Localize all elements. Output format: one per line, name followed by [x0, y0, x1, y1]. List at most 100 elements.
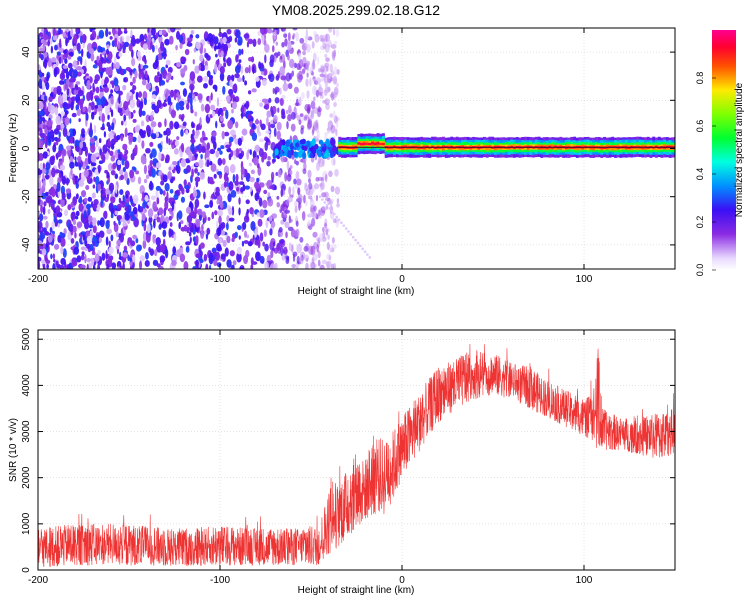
- spectrogram-cell: [44, 103, 47, 114]
- spectrogram-cell: [49, 155, 55, 166]
- spectrogram-cell: [266, 28, 273, 34]
- spectrogram-cell: [329, 198, 334, 204]
- spectrogram-cell: [114, 173, 119, 180]
- spectrogram-cell: [301, 91, 305, 100]
- spectrogram-cell: [185, 246, 190, 253]
- spectrogram-cell: [97, 263, 101, 269]
- spectrogram-cell: [288, 105, 292, 114]
- spectrogram-cell: [293, 151, 298, 158]
- spectrogram-cell: [40, 205, 44, 214]
- spectrogram-cell: [107, 137, 111, 147]
- spectrogram-cell: [245, 100, 249, 110]
- spectrogram-cell: [197, 172, 200, 176]
- spectrogram-cell: [164, 38, 170, 46]
- spectrogram-cell: [265, 218, 269, 229]
- spectrogram-cell: [100, 189, 104, 195]
- spectrogram-cell: [73, 89, 79, 95]
- spectrogram-cell: [321, 34, 327, 44]
- spectrogram-cell: [87, 262, 93, 269]
- spectrogram-cell: [180, 129, 184, 137]
- spectrogram-cell: [329, 113, 334, 118]
- spectrogram-cell: [62, 54, 66, 60]
- spectrogram-cell: [225, 109, 229, 120]
- spectrogram-cell: [288, 58, 295, 68]
- spectrogram-cell: [90, 144, 96, 153]
- spectrogram-cell: [281, 41, 285, 48]
- spectrogram-cell: [155, 236, 161, 246]
- spectrogram-cell: [331, 139, 336, 145]
- spectrogram-cell: [149, 159, 153, 167]
- spectrogram-cell: [307, 219, 311, 227]
- spectrogram-cell: [111, 82, 115, 89]
- spectrogram-cell: [55, 205, 61, 214]
- spectrogram-cell: [60, 197, 65, 208]
- spectrogram-cell: [333, 66, 338, 76]
- spectrogram-cell: [317, 250, 321, 259]
- spectrogram-cell: [83, 169, 89, 178]
- spectrogram-cell: [151, 103, 156, 111]
- spectrogram-cell: [213, 36, 219, 45]
- spectrogram-cell: [195, 235, 199, 245]
- spectrogram-cell: [277, 141, 283, 148]
- spectrogram-cell: [137, 203, 141, 212]
- spectrogram-cell: [216, 171, 222, 176]
- spectrogram-cell: [158, 170, 163, 176]
- spectrogram-cell: [86, 257, 91, 263]
- spectrogram-cell: [298, 119, 302, 125]
- spectrogram-y-tick-label: 40: [21, 46, 32, 58]
- spectrogram-cell: [42, 151, 48, 159]
- spectrogram-cell: [96, 97, 100, 106]
- spectrogram-cell: [209, 180, 215, 185]
- spectrogram-cell: [165, 154, 170, 164]
- spectrogram-cell: [72, 45, 77, 51]
- spectrogram-cell: [239, 181, 245, 186]
- spectrogram-y-tick-label: 0: [21, 145, 32, 151]
- spectrogram-cell: [80, 231, 87, 236]
- spectrogram-cell: [290, 123, 296, 132]
- spectrogram-cell: [211, 247, 217, 254]
- spectrogram-cell: [54, 106, 59, 116]
- spectrogram-cell: [97, 164, 101, 174]
- colorbar: 0.0 0.2 0.4 0.6 0.8 Normalized spectral ampl…: [695, 30, 745, 276]
- spectrogram-cell: [99, 217, 105, 228]
- spectrogram-cell: [222, 85, 226, 95]
- spectrogram-cell: [87, 152, 91, 162]
- spectrogram-cell: [319, 264, 325, 269]
- spectrogram-cell: [236, 246, 242, 255]
- spectrogram-cell: [164, 248, 169, 259]
- spectrogram-cell: [143, 222, 147, 232]
- spectrogram-cell: [145, 174, 150, 179]
- spectrogram-cell: [240, 65, 244, 75]
- spectrogram-cell: [301, 138, 306, 145]
- spectrogram-cell: [142, 90, 148, 101]
- spectrogram-cell: [144, 194, 149, 202]
- spectrogram-cell: [600, 146, 604, 149]
- spectrogram-cell: [282, 82, 289, 92]
- spectrogram-cell: [332, 28, 336, 36]
- spectrogram-cell: [84, 131, 87, 136]
- spectrogram-cell: [75, 94, 81, 102]
- spectrogram-cell: [273, 241, 276, 247]
- spectrogram-cell: [245, 199, 250, 205]
- spectrogram-cell: [216, 243, 222, 252]
- spectrogram-cell: [235, 173, 239, 182]
- spectrogram-cell: [131, 216, 137, 221]
- spectrogram-cell: [271, 105, 277, 115]
- spectrogram-cell: [287, 40, 292, 50]
- spectrogram-cell: [206, 159, 210, 168]
- spectrogram-cell: [44, 191, 49, 197]
- spectrogram-cell: [329, 76, 334, 82]
- spectrogram-cell: [86, 79, 91, 90]
- spectrogram-cell: [194, 167, 198, 174]
- spectrogram-cell: [251, 122, 256, 130]
- spectrogram-cell: [318, 158, 325, 168]
- spectrogram-cell: [267, 198, 274, 207]
- spectrogram-cell: [173, 89, 178, 94]
- spectrogram-cell: [223, 165, 230, 175]
- spectrogram-cell: [236, 252, 242, 263]
- spectrogram-cell: [326, 241, 330, 251]
- spectrogram-cell: [276, 73, 279, 80]
- spectrogram-cell: [61, 175, 67, 186]
- spectrogram-cell: [310, 109, 315, 120]
